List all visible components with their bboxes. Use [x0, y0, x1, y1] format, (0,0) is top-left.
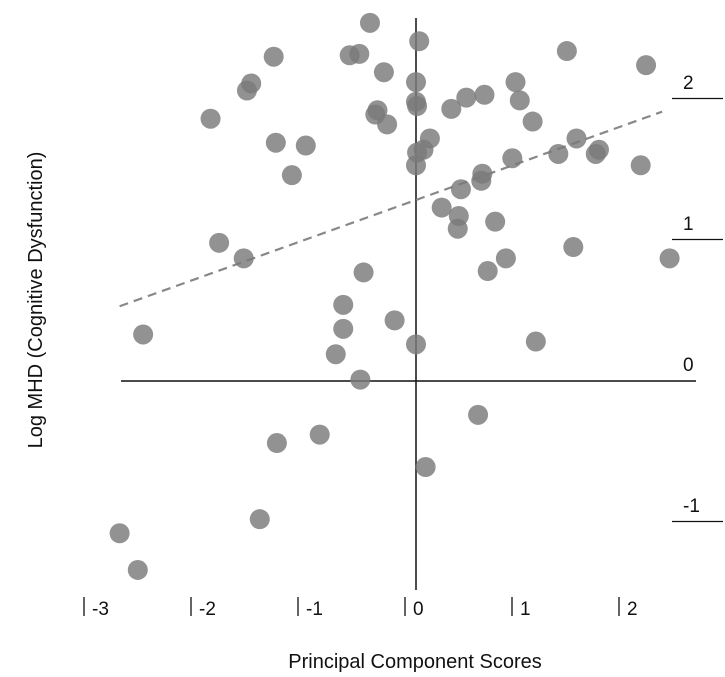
data-point [563, 237, 584, 258]
data-point [505, 72, 526, 93]
data-point [133, 324, 154, 345]
y-tick-label: -1 [683, 496, 700, 517]
data-point [659, 248, 680, 269]
data-point [556, 41, 577, 62]
data-point [406, 72, 426, 93]
data-points [109, 12, 680, 580]
data-point [474, 84, 495, 105]
data-point [495, 248, 516, 269]
data-point [431, 197, 452, 218]
data-point [447, 218, 468, 239]
data-point [522, 111, 543, 132]
data-point [585, 143, 606, 164]
data-point [236, 80, 257, 101]
data-point [309, 424, 330, 445]
data-point [636, 55, 657, 76]
data-point [415, 457, 436, 478]
data-point [263, 46, 284, 67]
data-point [333, 318, 354, 339]
data-point [450, 179, 471, 200]
x-tick-label: -3 [92, 599, 109, 620]
data-point [406, 155, 426, 176]
data-point [265, 132, 286, 153]
data-point [384, 310, 405, 331]
data-point [350, 369, 371, 390]
data-point [407, 96, 428, 117]
data-point [630, 155, 651, 176]
data-point [477, 261, 498, 282]
x-ticks: -3 -2 -1 0 1 2 [83, 597, 638, 620]
y-tick-label: 2 [683, 73, 694, 94]
data-point [509, 90, 530, 111]
data-point [566, 128, 587, 149]
data-point [127, 559, 148, 580]
data-point [109, 523, 130, 544]
data-point [468, 404, 489, 425]
y-tick-label: 0 [683, 355, 694, 376]
data-point [209, 232, 230, 253]
data-point [295, 135, 316, 156]
x-tick-label: -1 [306, 599, 323, 620]
data-point [249, 509, 270, 530]
data-point [377, 114, 398, 135]
x-axis-title: Principal Component Scores [288, 651, 541, 673]
data-point [349, 43, 370, 64]
data-point [485, 211, 506, 232]
data-point [359, 12, 380, 33]
data-point [233, 248, 254, 269]
data-point [525, 331, 546, 352]
y-axis-title: Log MHD (Cognitive Dysfunction) [25, 152, 47, 449]
data-point [406, 334, 426, 355]
data-point [502, 148, 523, 169]
data-point [281, 165, 302, 186]
data-point [471, 170, 492, 191]
x-tick-label: 0 [413, 599, 424, 620]
data-point [409, 31, 430, 52]
data-point [353, 262, 374, 283]
data-point [373, 62, 394, 83]
x-tick-label: 1 [520, 599, 531, 620]
data-point [456, 87, 477, 108]
data-point [441, 98, 462, 119]
x-tick-label: 2 [627, 599, 638, 620]
data-point [325, 344, 346, 365]
data-point [200, 108, 221, 129]
data-point [548, 143, 569, 164]
data-point [333, 294, 354, 315]
x-tick-label: -2 [199, 599, 216, 620]
y-tick-label: 1 [683, 214, 694, 235]
y-ticks: 2 1 0 -1 [672, 73, 723, 523]
data-point [266, 433, 287, 454]
